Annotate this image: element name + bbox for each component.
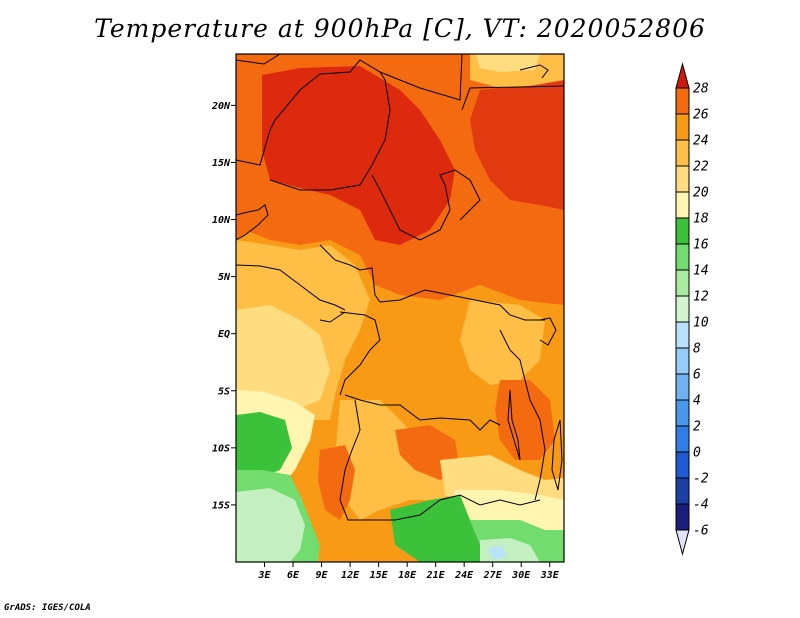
colorbar-box <box>675 321 690 349</box>
colorbar-box <box>675 191 690 219</box>
lat-tick-label: 10S <box>212 443 230 454</box>
colorbar-label: -6 <box>693 524 709 539</box>
field-region-26-east-lakes <box>495 380 555 460</box>
lon-tick-label: 21E <box>426 570 446 581</box>
colorbar-box <box>675 87 690 115</box>
colorbar-box <box>675 451 690 479</box>
border-westafrica-coast <box>236 204 269 241</box>
colorbar-under-triangle <box>675 529 690 556</box>
lake-victoria <box>539 317 557 346</box>
colorbar-label: 4 <box>693 394 701 409</box>
border-cameroon <box>319 244 381 303</box>
border-gulf-coast <box>236 264 346 311</box>
colorbar-label: 2 <box>693 420 701 435</box>
latitude-axis: 20N 15N 10N 5N EQ 5S 10S 15S <box>211 101 236 511</box>
map-frame <box>235 53 565 563</box>
lake-tanganyika <box>507 389 521 461</box>
lon-tick-label: 15E <box>370 570 389 581</box>
lat-tick-label: 10N <box>212 215 231 226</box>
political-borders <box>236 54 564 521</box>
border-angola-drc <box>344 394 501 431</box>
colorbar-over-triangle <box>675 62 690 89</box>
colorbar-box <box>675 243 690 271</box>
field-region-28-north <box>262 66 455 245</box>
lat-tick-label: 15S <box>212 500 230 511</box>
colorbar-label: 14 <box>693 264 709 279</box>
colorbar-label: 8 <box>693 342 701 357</box>
lon-tick-label: 24E <box>454 570 474 581</box>
colorbar-label: 26 <box>693 108 709 123</box>
field-region-16-sw-a <box>236 412 292 480</box>
border-namibia-angola <box>360 494 541 521</box>
temperature-field <box>236 54 564 562</box>
longitude-axis: 3E 6E 9E 12E 15E 18E 21E 24E 27E 30E 33E <box>257 562 560 581</box>
lon-tick-label: 12E <box>341 570 360 581</box>
colorbar-label: 24 <box>693 134 709 149</box>
field-region-16-southeast <box>390 495 500 562</box>
colorbar-label: 16 <box>693 238 709 253</box>
field-region-22-center-east <box>460 300 545 385</box>
border-eq-guinea <box>319 311 346 323</box>
colorbar-label: 22 <box>693 160 709 175</box>
colorbar-label: 0 <box>693 446 701 461</box>
lon-tick-label: 18E <box>398 570 417 581</box>
colorbar-label: -4 <box>693 498 709 513</box>
field-region-22-south-center <box>335 400 460 520</box>
border-gabon-congo <box>339 311 381 396</box>
colorbar-box <box>675 477 690 505</box>
lon-tick-label: 27E <box>483 570 503 581</box>
field-region-20-west <box>236 305 330 408</box>
colorbar-label: 20 <box>693 186 709 201</box>
colorbar-box <box>675 373 690 401</box>
border-car-drc <box>379 289 545 321</box>
colorbar-box <box>675 113 690 141</box>
colorbar-box <box>675 165 690 193</box>
border-angola-coast <box>339 399 361 521</box>
lat-tick-label: 5N <box>218 272 231 283</box>
border-niger-nigeria <box>269 71 391 191</box>
colorbar-label: -2 <box>693 472 709 487</box>
colorbar-box <box>675 399 690 427</box>
grads-credit: GrADS: IGES/COLA <box>4 603 91 613</box>
lat-tick-label: 15N <box>212 158 231 169</box>
colorbar-box <box>675 217 690 245</box>
colorbar-label: 18 <box>693 212 709 227</box>
lat-tick-label: 5S <box>218 386 230 397</box>
lon-tick-label: 6E <box>287 570 300 581</box>
lat-tick-label: EQ <box>218 329 230 340</box>
field-region-8-southeast <box>488 546 506 560</box>
colorbar-label: 6 <box>693 368 701 383</box>
lon-tick-label: 9E <box>316 570 329 581</box>
colorbar-label: 10 <box>693 316 709 331</box>
border-drc-east <box>499 329 546 501</box>
field-region-10-sw <box>236 488 305 562</box>
border-mali-algeria <box>236 54 281 65</box>
map-title: Temperature at 900hPa [C], VT: 202005280… <box>94 14 706 43</box>
border-chad <box>371 169 481 241</box>
lon-tick-label: 3E <box>257 570 271 581</box>
field-region-24-northwest <box>236 54 290 205</box>
colorbar-label: 12 <box>693 290 709 305</box>
border-libya-sudan <box>461 85 564 111</box>
field-region-26-south-center <box>318 445 355 520</box>
lon-tick-label: 33E <box>540 570 560 581</box>
colorbar-box <box>675 139 690 167</box>
colorbar-box <box>675 295 690 323</box>
lake-malawi <box>551 419 563 491</box>
colorbar-box <box>675 425 690 453</box>
colorbar-box <box>675 347 690 375</box>
field-region-28-east <box>470 80 564 210</box>
colorbar-label: 28 <box>693 82 709 97</box>
colorbar-box <box>675 269 690 297</box>
lon-tick-label: 30E <box>511 570 531 581</box>
field-region-20-northeast <box>476 54 540 72</box>
border-niger-north <box>236 54 463 166</box>
colorbar-box <box>675 503 690 531</box>
lat-tick-label: 20N <box>211 101 231 112</box>
coast-northeast <box>519 64 549 79</box>
